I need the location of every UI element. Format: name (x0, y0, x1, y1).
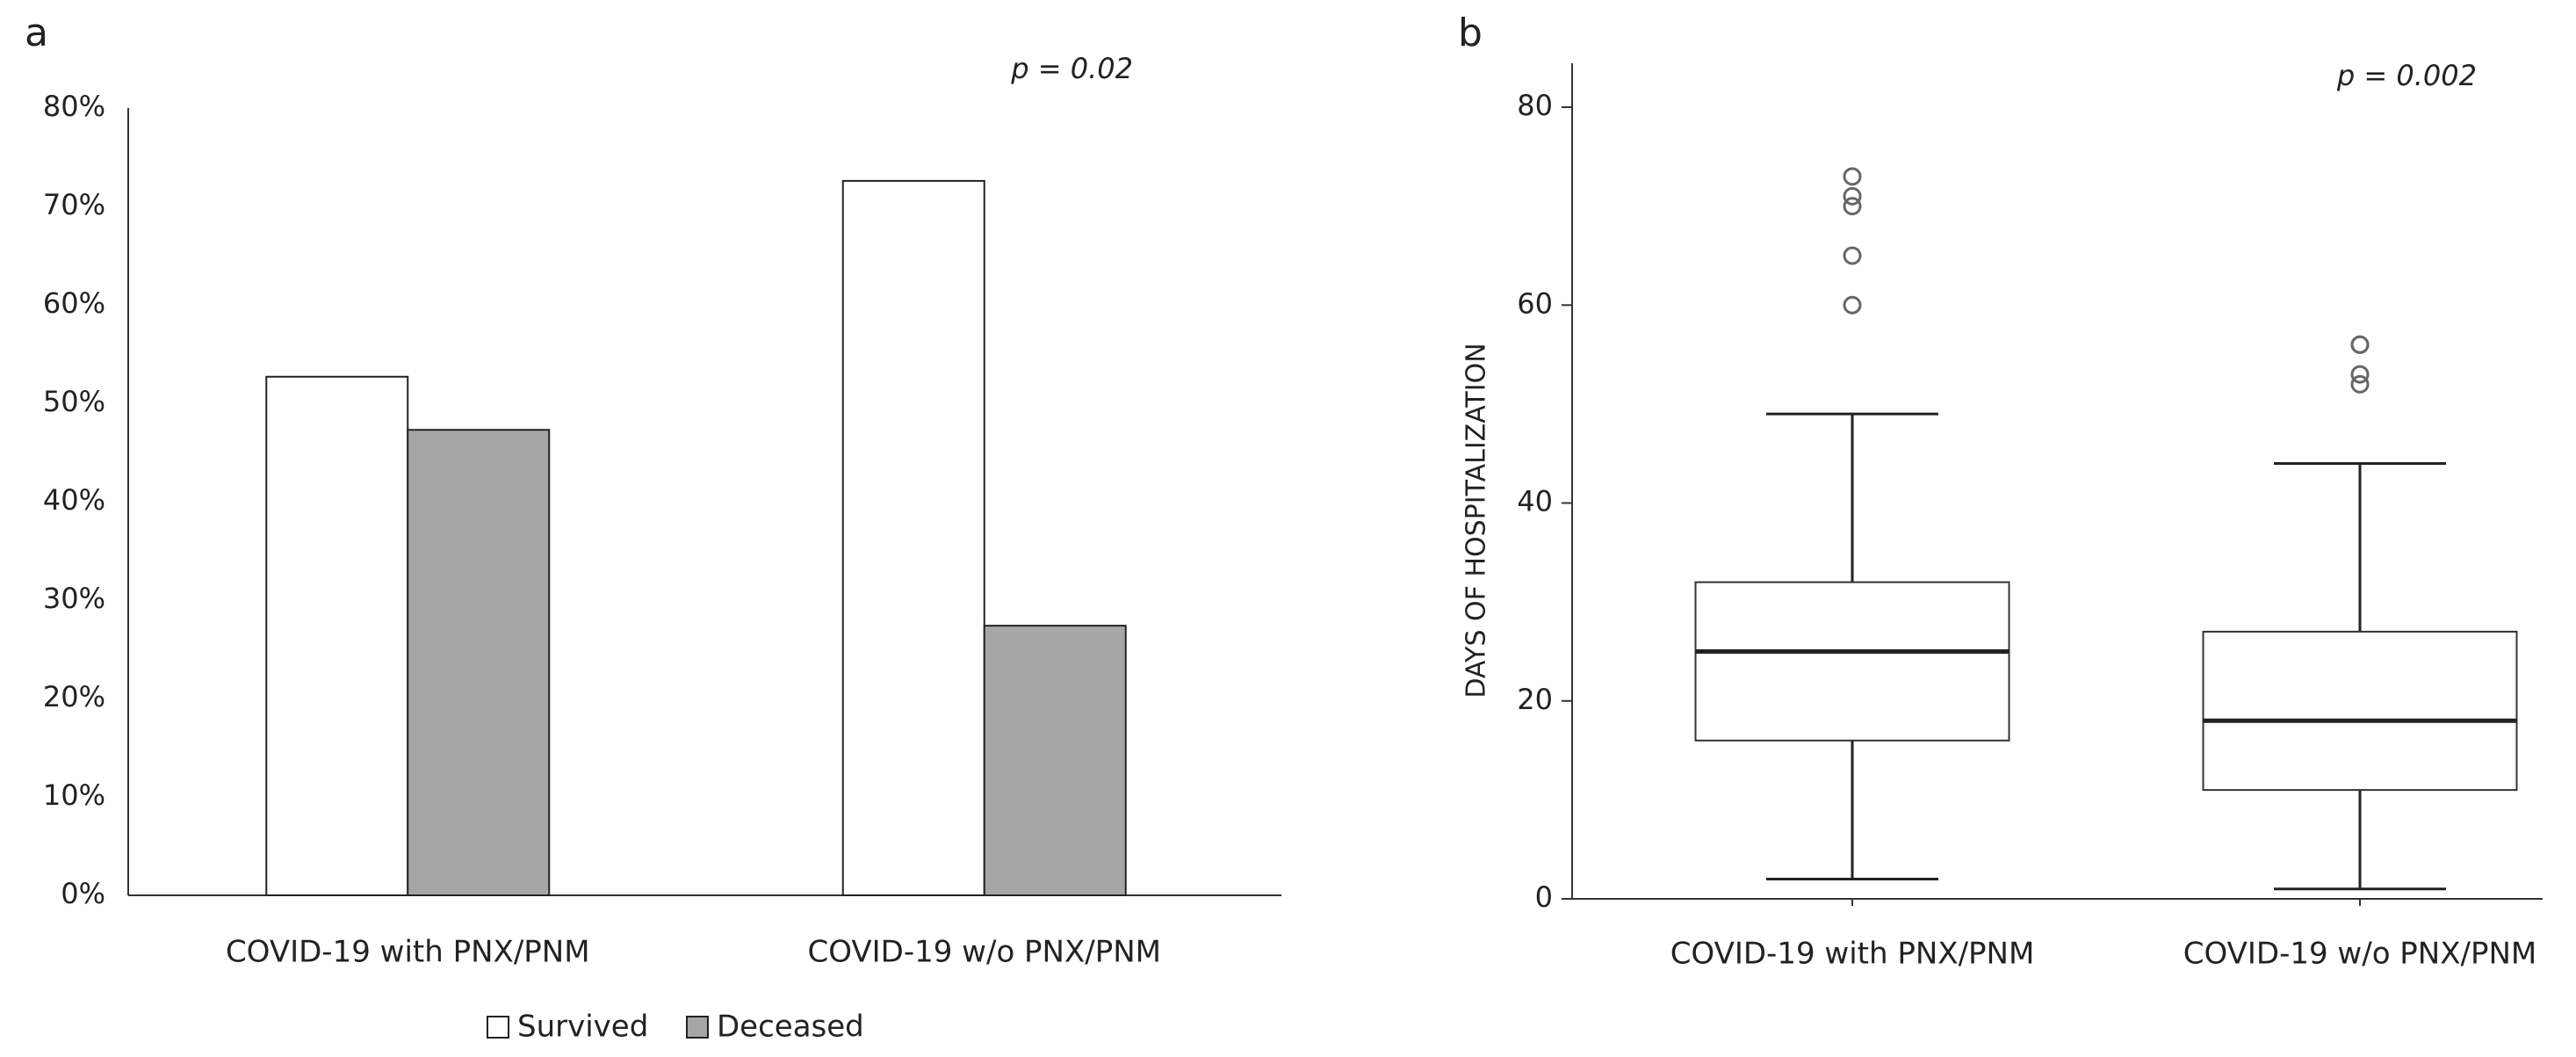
y-tick-label: 60 (1517, 286, 1553, 320)
legend-swatch (487, 1016, 509, 1039)
y-tick-label: 70% (43, 188, 105, 221)
box (2202, 630, 2518, 792)
legend-swatch (686, 1016, 709, 1039)
y-tick-label: 0 (1535, 880, 1553, 914)
panel-label: b (1458, 11, 1483, 55)
y-tick-label: 20% (43, 680, 105, 713)
y-tick-label: 80 (1517, 89, 1553, 122)
x-tick-label: COVID-19 with PNX/PNM (226, 935, 590, 970)
y-tick-label: 60% (43, 286, 105, 320)
outlier (1843, 197, 1862, 216)
bar (983, 625, 1127, 896)
outlier (1843, 167, 1862, 186)
outlier (1843, 295, 1862, 315)
y-tick-label: 30% (43, 582, 105, 615)
bar (265, 375, 409, 896)
outlier (1843, 186, 1862, 206)
bar (841, 179, 985, 896)
y-tick-label: 80% (43, 90, 105, 123)
y-axis-label: DAYS OF HOSPITALIZATION (1461, 343, 1492, 698)
outlier (2350, 365, 2370, 384)
outlier (1843, 246, 1862, 265)
bar (407, 429, 551, 896)
annotation: p = 0.02 (1010, 52, 1133, 85)
panel-label: a (25, 11, 48, 55)
outlier (2350, 374, 2370, 394)
annotation: p = 0.002 (2336, 59, 2477, 92)
y-tick-label: 10% (43, 778, 105, 812)
y-tick-label: 50% (43, 385, 105, 418)
legend-label: Survived (517, 1010, 648, 1045)
y-tick-label: 40 (1517, 485, 1553, 518)
y-tick-label: 20 (1517, 683, 1553, 716)
x-tick-label: COVID-19 with PNX/PNM (1670, 937, 2035, 972)
y-tick-label: 40% (43, 483, 105, 517)
x-tick-label: COVID-19 w/o PNX/PNM (2183, 937, 2537, 972)
legend-label: Deceased (717, 1010, 864, 1045)
x-tick-label: COVID-19 w/o PNX/PNM (807, 935, 1161, 970)
box (1694, 581, 2010, 742)
outlier (2350, 335, 2370, 354)
y-tick-label: 0% (61, 877, 105, 910)
